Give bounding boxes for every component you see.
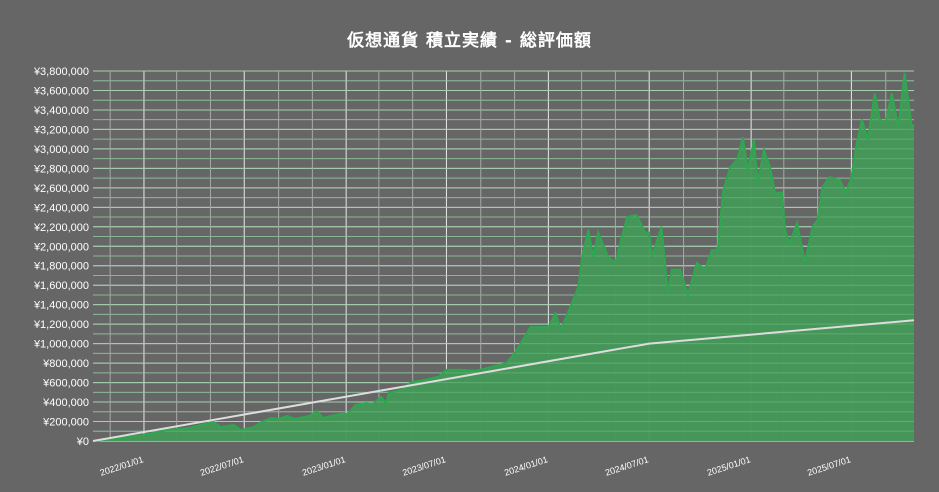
y-tick-label: ¥3,200,000	[33, 124, 89, 136]
chart-title: 仮想通貨 積立実績 - 総評価額	[347, 31, 592, 51]
y-tick-label: ¥2,800,000	[33, 163, 89, 175]
x-tick-label: 2024/07/01	[604, 454, 650, 477]
y-tick-label: ¥1,200,000	[33, 319, 89, 331]
y-tick-label: ¥400,000	[42, 397, 89, 409]
y-tick-label: ¥1,400,000	[33, 300, 89, 312]
x-tick-label: 2025/07/01	[806, 454, 852, 477]
x-tick-label: 2022/07/01	[199, 454, 245, 477]
y-tick-label: ¥1,600,000	[33, 280, 89, 292]
y-tick-label: ¥800,000	[42, 358, 89, 370]
y-tick-label: ¥2,000,000	[33, 241, 89, 253]
x-tick-label: 2025/01/01	[706, 454, 752, 477]
y-tick-label: ¥3,400,000	[33, 105, 89, 117]
area-line	[92, 72, 915, 442]
y-tick-label: ¥3,600,000	[33, 85, 89, 97]
x-tick-label: 2023/01/01	[301, 454, 347, 477]
y-tick-label: ¥1,800,000	[33, 261, 89, 273]
y-tick-label: ¥2,400,000	[33, 202, 89, 214]
y-tick-label: ¥200,000	[42, 417, 89, 429]
y-tick-label: ¥0	[76, 436, 89, 448]
y-tick-label: ¥1,000,000	[33, 339, 89, 351]
cost-line	[92, 319, 915, 442]
x-tick-label: 2024/01/01	[503, 454, 549, 477]
x-tick-label: 2023/07/01	[401, 454, 447, 477]
y-tick-label: ¥3,800,000	[33, 66, 89, 78]
x-tick-label: 2022/01/01	[99, 454, 145, 477]
area-fill	[93, 72, 914, 442]
y-tick-label: ¥3,000,000	[33, 144, 89, 156]
y-tick-label: ¥600,000	[42, 378, 89, 390]
y-tick-label: ¥2,600,000	[33, 183, 89, 195]
y-tick-label: ¥2,200,000	[33, 222, 89, 234]
